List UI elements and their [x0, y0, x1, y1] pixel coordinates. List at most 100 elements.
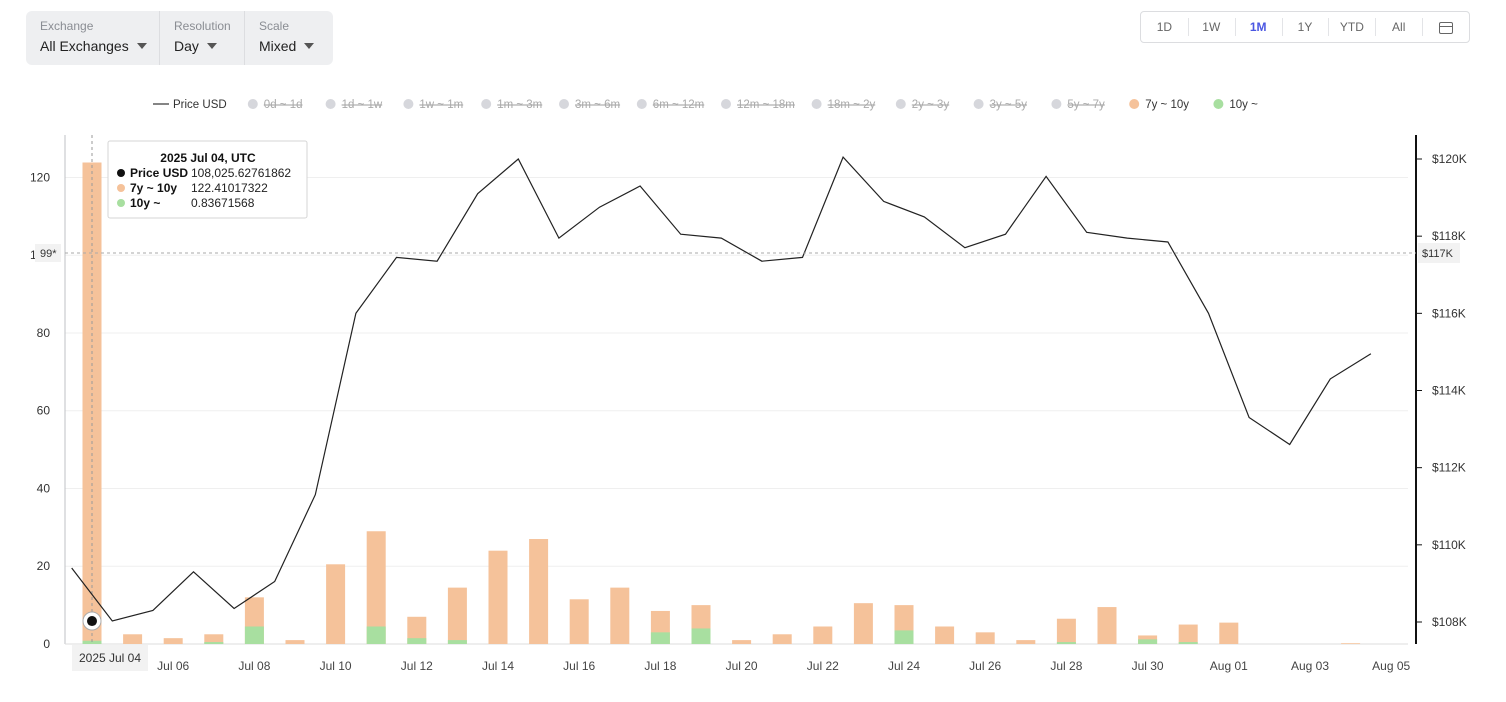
- bar-7y-10y[interactable]: [204, 634, 224, 644]
- crosshair: 99* $117K 2025 Jul 04: [35, 243, 1460, 671]
- x-tick-label: Jul 14: [482, 659, 514, 673]
- bar-7y-10y[interactable]: [407, 616, 427, 644]
- legend-item[interactable]: 1d ~ 1w: [325, 99, 383, 111]
- bar-7y-10y[interactable]: [123, 634, 143, 644]
- bar-7y-10y[interactable]: [163, 638, 183, 644]
- price-path: [71, 155, 1372, 622]
- legend-item[interactable]: 10y ~: [1213, 99, 1258, 111]
- bar-7y-10y[interactable]: [1016, 640, 1036, 644]
- range-1w-button[interactable]: 1W: [1187, 18, 1235, 36]
- bar-7y-10y[interactable]: [529, 539, 549, 644]
- exchange-value: All Exchanges: [40, 38, 129, 54]
- bar-10y[interactable]: [366, 626, 386, 644]
- legend-swatch: [895, 99, 906, 109]
- bar-7y-10y[interactable]: [732, 640, 752, 644]
- bar-7y-10y[interactable]: [1056, 618, 1076, 644]
- bar-10y[interactable]: [244, 626, 264, 644]
- calendar-button[interactable]: [1422, 18, 1469, 36]
- tooltip-date: 2025 Jul 04, UTC: [160, 151, 256, 165]
- x-tick-label: Aug 03: [1291, 659, 1329, 673]
- x-tick-label: Jul 26: [969, 659, 1001, 673]
- bar-7y-10y[interactable]: [935, 626, 955, 644]
- legend-item[interactable]: 1w ~ 1m: [403, 99, 463, 111]
- bar-7y-10y[interactable]: [1097, 607, 1117, 644]
- bar-7y-10y[interactable]: [813, 626, 833, 644]
- resolution-select[interactable]: Resolution Day: [159, 11, 244, 65]
- bar-7y-10y[interactable]: [488, 550, 508, 644]
- tooltip-swatch: [117, 199, 125, 207]
- legend-swatch: [1051, 99, 1062, 109]
- legend-item[interactable]: 3y ~ 5y: [973, 99, 1028, 111]
- legend-item[interactable]: 5y ~ 7y: [1051, 99, 1105, 111]
- bar-7y-10y[interactable]: [569, 599, 589, 644]
- bar-7y-10y[interactable]: [326, 564, 346, 644]
- right-tick-label: $118K: [1432, 229, 1466, 243]
- left-tick-label: 60: [37, 404, 51, 418]
- tooltip-series-value: 122.41017322: [191, 181, 268, 195]
- chevron-down-icon: [304, 43, 315, 49]
- legend-item[interactable]: 2y ~ 3y: [895, 99, 950, 111]
- bar-7y-10y[interactable]: [853, 603, 873, 644]
- bar-10y[interactable]: [691, 628, 711, 644]
- legend-label: 1w ~ 1m: [419, 99, 463, 111]
- legend-item[interactable]: 0d ~ 1d: [247, 99, 303, 111]
- legend-item[interactable]: 12m ~ 18m: [721, 99, 795, 111]
- bar-7y-10y[interactable]: [1341, 643, 1361, 644]
- range-all-button[interactable]: All: [1375, 18, 1422, 36]
- range-1d-button[interactable]: 1D: [1156, 20, 1173, 34]
- bar-10y[interactable]: [407, 638, 427, 644]
- legend-swatch: [721, 99, 731, 109]
- bar-7y-10y[interactable]: [772, 634, 792, 644]
- x-tick-label: Jul 24: [888, 659, 920, 673]
- x-tick-label: Jul 18: [644, 659, 676, 673]
- legend-label: 10y ~: [1229, 99, 1258, 111]
- legend-item[interactable]: 7y ~ 10y: [1129, 99, 1189, 111]
- legend-item[interactable]: 3m ~ 6m: [559, 99, 620, 111]
- legend-item[interactable]: 1m ~ 3m: [481, 99, 542, 111]
- bar-7y-10y[interactable]: [1178, 624, 1198, 644]
- legend-item[interactable]: 18m ~ 2y: [811, 99, 876, 111]
- bar-10y[interactable]: [1056, 642, 1076, 644]
- bar-7y-10y[interactable]: [447, 587, 467, 644]
- left-tick-label: 40: [37, 481, 51, 495]
- tooltip-series-name: Price USD: [130, 166, 188, 180]
- bar-7y-10y[interactable]: [1219, 622, 1239, 644]
- scale-select[interactable]: Scale Mixed: [244, 11, 331, 65]
- scale-value: Mixed: [259, 38, 297, 54]
- tooltip-series-value: 0.83671568: [191, 196, 255, 210]
- x-tick-label: Jul 10: [320, 659, 352, 673]
- legend-label: 18m ~ 2y: [828, 99, 876, 111]
- legend-label: 1d ~ 1w: [342, 99, 383, 111]
- bar-7y-10y[interactable]: [610, 587, 630, 644]
- bar-7y-10y[interactable]: [82, 162, 102, 645]
- legend: Price USD 0d ~ 1d 1d ~ 1w 1w ~ 1m 1m ~ 3m 3m …: [153, 99, 1258, 111]
- x-tick-label: Jul 16: [563, 659, 595, 673]
- legend-label: 1m ~ 3m: [497, 99, 542, 111]
- legend-label: 7y ~ 10y: [1145, 99, 1189, 111]
- range-1m-button[interactable]: 1M: [1234, 18, 1282, 36]
- legend-item[interactable]: 6m ~ 12m: [636, 99, 704, 111]
- bar-10y[interactable]: [447, 640, 467, 644]
- range-1y-button[interactable]: 1Y: [1281, 18, 1329, 36]
- bar-10y[interactable]: [82, 640, 102, 644]
- price-line: [71, 155, 1372, 631]
- bar-10y[interactable]: [204, 642, 224, 644]
- bar-10y[interactable]: [1138, 639, 1158, 644]
- bar-7y-10y[interactable]: [975, 632, 995, 644]
- legend-swatch: [403, 99, 414, 109]
- x-tick-label: Jul 20: [726, 659, 758, 673]
- legend-swatch: [636, 99, 647, 109]
- right-tick-label: $112K: [1432, 461, 1466, 475]
- bar-10y[interactable]: [1178, 642, 1198, 644]
- range-ytd-button[interactable]: YTD: [1328, 18, 1375, 36]
- bar-7y-10y[interactable]: [366, 531, 386, 644]
- bar-7y-10y[interactable]: [285, 640, 305, 644]
- x-tick-label: Jul 12: [401, 659, 433, 673]
- bar-10y[interactable]: [650, 632, 670, 644]
- legend-swatch: [973, 99, 984, 109]
- bar-10y[interactable]: [894, 630, 914, 644]
- legend-price-label[interactable]: Price USD: [173, 99, 227, 111]
- exchange-select[interactable]: Exchange All Exchanges: [26, 11, 159, 65]
